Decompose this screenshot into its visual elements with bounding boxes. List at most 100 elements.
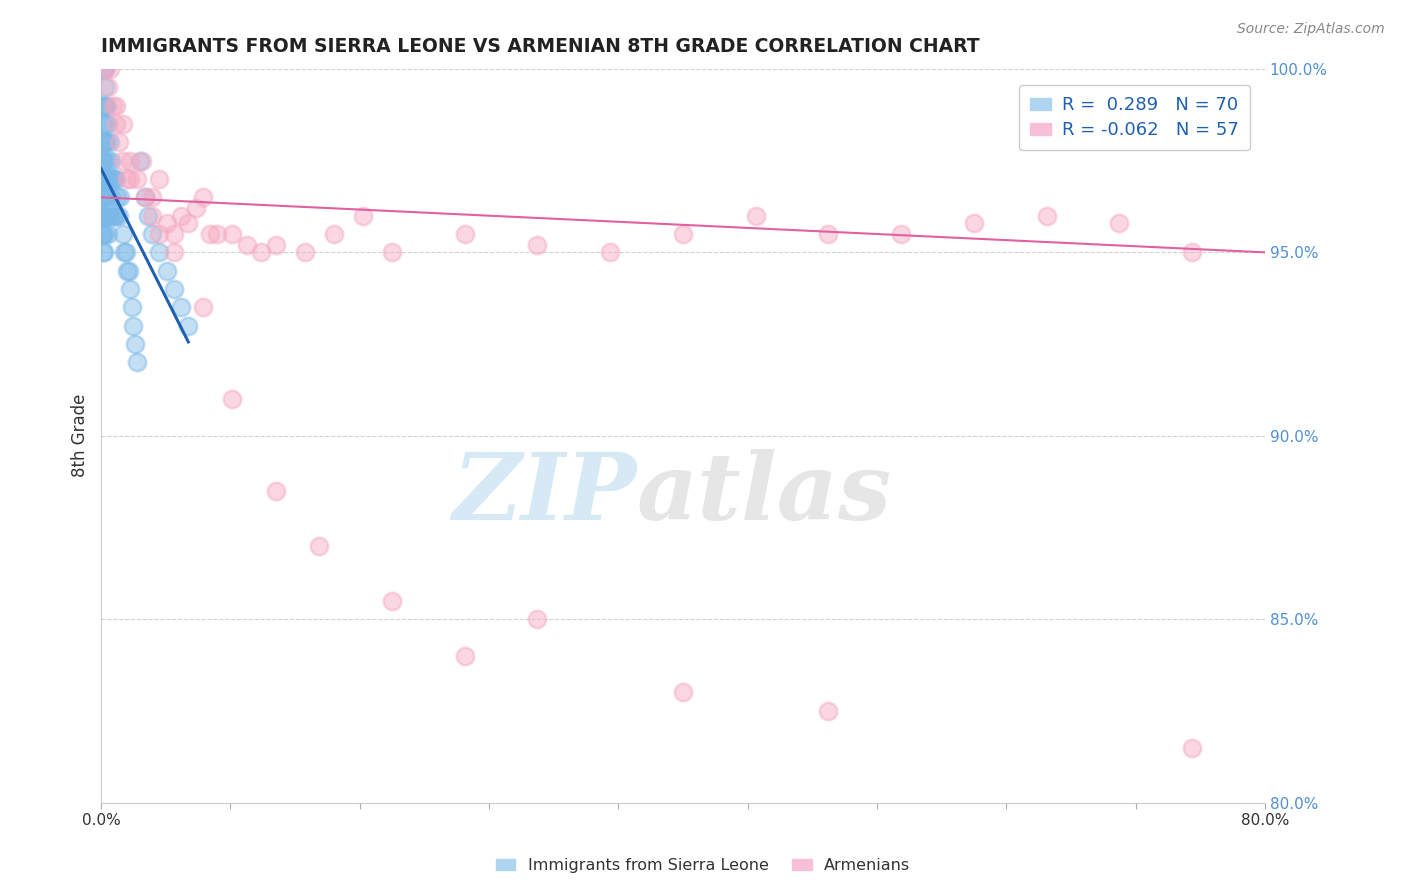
Point <box>235 238 257 252</box>
Point <box>105 190 128 204</box>
Point <box>96 98 118 112</box>
Point <box>100 153 122 168</box>
Point <box>817 704 839 718</box>
Point <box>163 282 186 296</box>
Point <box>454 227 477 241</box>
Point <box>890 227 912 241</box>
Legend: Immigrants from Sierra Leone, Armenians: Immigrants from Sierra Leone, Armenians <box>489 852 917 880</box>
Point <box>198 227 221 241</box>
Point <box>1181 740 1204 755</box>
Point <box>93 209 115 223</box>
Point <box>141 227 163 241</box>
Point <box>97 117 120 131</box>
Point <box>101 209 124 223</box>
Point <box>91 117 114 131</box>
Point <box>103 172 125 186</box>
Point <box>91 136 114 150</box>
Point <box>177 318 200 333</box>
Point <box>104 98 127 112</box>
Point <box>672 685 695 699</box>
Point <box>90 190 112 204</box>
Point <box>107 136 129 150</box>
Point <box>381 594 404 608</box>
Point <box>129 153 152 168</box>
Point <box>93 209 115 223</box>
Point <box>97 190 120 204</box>
Point <box>141 190 163 204</box>
Point <box>96 136 118 150</box>
Point <box>115 263 138 277</box>
Point <box>91 98 114 112</box>
Point <box>191 190 214 204</box>
Point <box>352 209 374 223</box>
Point <box>221 227 243 241</box>
Point <box>93 62 115 76</box>
Point <box>121 301 143 315</box>
Point <box>93 172 115 186</box>
Point <box>97 153 120 168</box>
Point <box>101 98 124 112</box>
Point <box>96 172 118 186</box>
Point <box>322 227 344 241</box>
Point <box>163 227 186 241</box>
Point <box>454 648 477 663</box>
Point <box>103 209 125 223</box>
Point <box>111 153 134 168</box>
Point <box>124 337 146 351</box>
Point <box>134 190 156 204</box>
Point <box>155 216 177 230</box>
Point <box>101 172 124 186</box>
Point <box>1035 209 1057 223</box>
Point <box>1181 245 1204 260</box>
Point <box>107 209 129 223</box>
Point <box>120 172 142 186</box>
Point <box>170 209 193 223</box>
Point <box>91 190 114 204</box>
Point <box>817 227 839 241</box>
Point <box>155 263 177 277</box>
Point <box>136 209 159 223</box>
Point <box>141 209 163 223</box>
Point <box>93 62 115 76</box>
Point <box>100 190 122 204</box>
Point <box>93 98 115 112</box>
Point <box>526 238 548 252</box>
Point <box>134 190 156 204</box>
Point <box>91 153 114 168</box>
Point <box>94 190 117 204</box>
Point <box>94 153 117 168</box>
Point <box>221 392 243 406</box>
Point <box>94 117 117 131</box>
Point <box>91 245 114 260</box>
Text: IMMIGRANTS FROM SIERRA LEONE VS ARMENIAN 8TH GRADE CORRELATION CHART: IMMIGRANTS FROM SIERRA LEONE VS ARMENIAN… <box>101 37 980 56</box>
Point <box>963 216 986 230</box>
Y-axis label: 8th Grade: 8th Grade <box>72 394 89 477</box>
Point <box>184 202 207 216</box>
Point <box>98 172 121 186</box>
Point <box>98 62 121 76</box>
Point <box>91 227 114 241</box>
Point <box>93 136 115 150</box>
Point <box>744 209 766 223</box>
Point <box>148 245 170 260</box>
Point <box>94 80 117 95</box>
Point <box>308 539 330 553</box>
Point <box>148 227 170 241</box>
Point <box>118 263 141 277</box>
Point <box>148 172 170 186</box>
Point <box>120 153 142 168</box>
Point <box>94 62 117 76</box>
Point <box>599 245 621 260</box>
Point <box>94 172 117 186</box>
Point <box>108 190 131 204</box>
Point <box>104 172 127 186</box>
Point <box>90 153 112 168</box>
Text: ZIP: ZIP <box>453 450 637 540</box>
Point <box>127 355 149 369</box>
Text: atlas: atlas <box>637 450 891 540</box>
Point <box>250 245 273 260</box>
Point <box>127 172 149 186</box>
Point <box>264 238 287 252</box>
Point <box>122 318 145 333</box>
Legend: R =  0.289   N = 70, R = -0.062   N = 57: R = 0.289 N = 70, R = -0.062 N = 57 <box>1019 86 1250 150</box>
